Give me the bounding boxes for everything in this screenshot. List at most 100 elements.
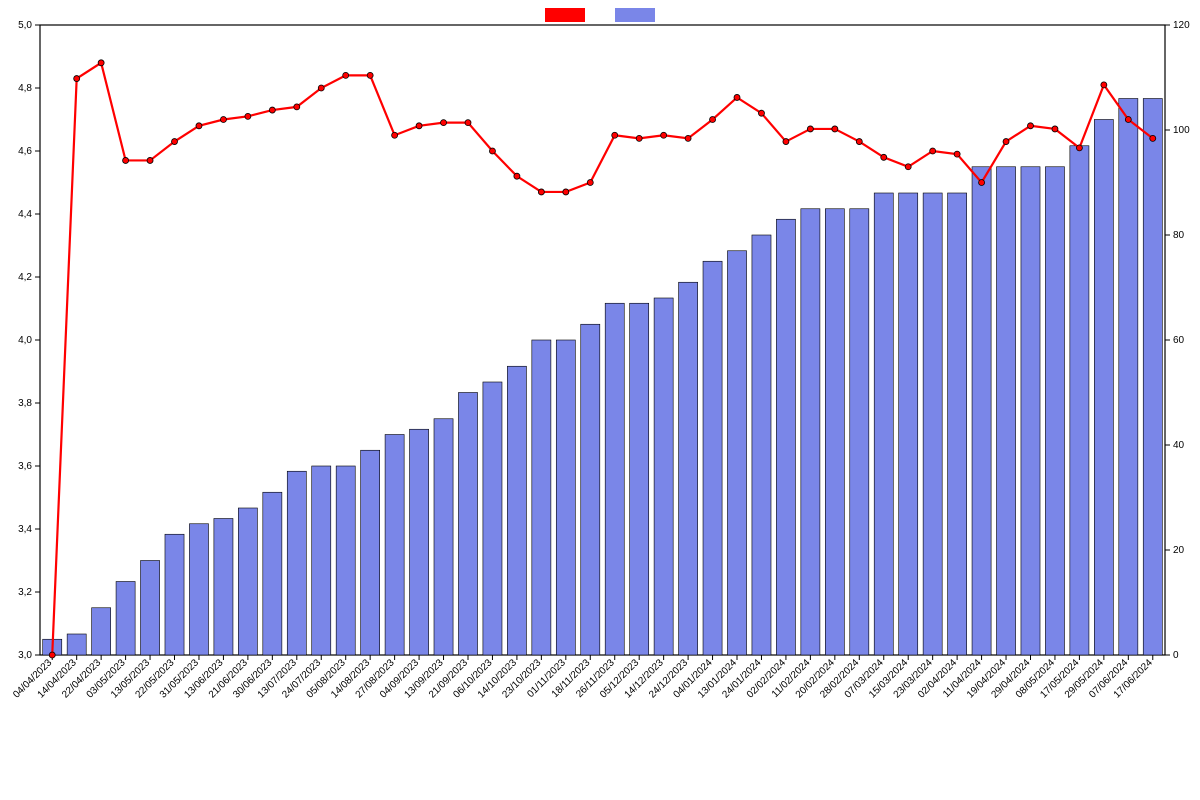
- bar: [507, 366, 526, 655]
- bar: [776, 219, 795, 655]
- y-right-tick-label: 120: [1173, 20, 1190, 31]
- line-marker: [832, 126, 838, 132]
- y-right-tick-label: 60: [1173, 335, 1185, 346]
- line-marker: [881, 154, 887, 160]
- y-left-tick-label: 5,0: [18, 20, 32, 31]
- line-marker: [1052, 126, 1058, 132]
- y-right-tick-label: 40: [1173, 440, 1185, 451]
- bar: [214, 519, 233, 656]
- line-marker: [685, 135, 691, 141]
- bar: [1094, 120, 1113, 656]
- line-marker: [172, 139, 178, 145]
- bar: [630, 303, 649, 655]
- y-right-tick-label: 0: [1173, 650, 1179, 661]
- line-marker: [954, 151, 960, 157]
- line-marker: [245, 113, 251, 119]
- chart-svg: 3,03,23,43,63,84,04,24,44,64,85,00204060…: [0, 0, 1200, 800]
- line-marker: [661, 132, 667, 138]
- bar: [410, 429, 429, 655]
- bar: [727, 251, 746, 655]
- bar: [1070, 146, 1089, 655]
- bar: [238, 508, 257, 655]
- line-marker: [612, 132, 618, 138]
- bar: [67, 634, 86, 655]
- bar: [972, 167, 991, 655]
- bar: [899, 193, 918, 655]
- line-marker: [783, 139, 789, 145]
- line-marker: [74, 76, 80, 82]
- line-marker: [147, 157, 153, 163]
- line-marker: [758, 110, 764, 116]
- bar: [336, 466, 355, 655]
- line-marker: [1027, 123, 1033, 129]
- bar: [116, 582, 135, 656]
- line-marker: [807, 126, 813, 132]
- bar: [996, 167, 1015, 655]
- line-marker: [1150, 135, 1156, 141]
- bar: [483, 382, 502, 655]
- y-right-tick-label: 80: [1173, 230, 1185, 241]
- bar: [581, 324, 600, 655]
- line-marker: [367, 72, 373, 78]
- line-marker: [294, 104, 300, 110]
- y-left-tick-label: 3,8: [18, 398, 32, 409]
- bar: [556, 340, 575, 655]
- bar: [92, 608, 111, 655]
- legend-swatch: [615, 8, 655, 22]
- bar: [385, 435, 404, 656]
- bar: [679, 282, 698, 655]
- line-marker: [441, 120, 447, 126]
- line-marker: [1125, 117, 1131, 123]
- line-marker: [196, 123, 202, 129]
- bar: [948, 193, 967, 655]
- line-marker: [392, 132, 398, 138]
- y-left-tick-label: 3,0: [18, 650, 32, 661]
- bar: [287, 471, 306, 655]
- line-marker: [1003, 139, 1009, 145]
- bar: [825, 209, 844, 655]
- bar: [874, 193, 893, 655]
- line-marker: [123, 157, 129, 163]
- combo-chart: 3,03,23,43,63,84,04,24,44,64,85,00204060…: [0, 0, 1200, 800]
- line-marker: [489, 148, 495, 154]
- line-marker: [465, 120, 471, 126]
- line-marker: [587, 180, 593, 186]
- y-left-tick-label: 4,8: [18, 83, 32, 94]
- line-marker: [563, 189, 569, 195]
- bar: [801, 209, 820, 655]
- line-marker: [514, 173, 520, 179]
- line-marker: [710, 117, 716, 123]
- bar: [1143, 99, 1162, 656]
- line-marker: [538, 189, 544, 195]
- legend-swatch: [545, 8, 585, 22]
- y-left-tick-label: 3,2: [18, 587, 32, 598]
- line-marker: [416, 123, 422, 129]
- y-left-tick-label: 4,2: [18, 272, 32, 283]
- line-marker: [734, 94, 740, 100]
- line-marker: [930, 148, 936, 154]
- bar: [458, 393, 477, 656]
- y-left-tick-label: 4,6: [18, 146, 32, 157]
- line-marker: [979, 180, 985, 186]
- line-marker: [856, 139, 862, 145]
- bar: [654, 298, 673, 655]
- line-marker: [343, 72, 349, 78]
- line-marker: [220, 117, 226, 123]
- bar: [189, 524, 208, 655]
- y-left-tick-label: 3,6: [18, 461, 32, 472]
- line-marker: [318, 85, 324, 91]
- line-marker: [905, 164, 911, 170]
- y-right-tick-label: 100: [1173, 125, 1190, 136]
- bar: [605, 303, 624, 655]
- line-marker: [1101, 82, 1107, 88]
- bar: [752, 235, 771, 655]
- y-left-tick-label: 3,4: [18, 524, 32, 535]
- bar: [1045, 167, 1064, 655]
- bar: [532, 340, 551, 655]
- bar: [923, 193, 942, 655]
- bar: [263, 492, 282, 655]
- y-left-tick-label: 4,0: [18, 335, 32, 346]
- line-marker: [98, 60, 104, 66]
- bar: [361, 450, 380, 655]
- bar: [434, 419, 453, 655]
